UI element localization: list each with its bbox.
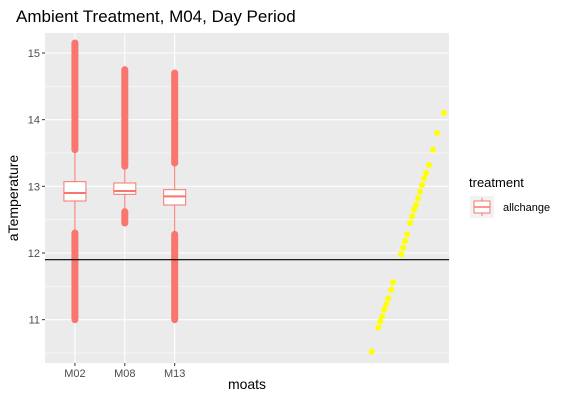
scatter-point	[368, 348, 375, 355]
box-iqr	[113, 182, 137, 195]
scatter-point	[402, 238, 409, 244]
scatter-point	[385, 295, 392, 302]
x-axis: M02 M08 M13	[64, 363, 185, 380]
scatter-point	[421, 175, 428, 182]
y-tick-label: 12	[28, 248, 40, 260]
chart-title: Ambient Treatment, M04, Day Period	[16, 7, 296, 26]
scatter-point	[409, 213, 416, 220]
legend-key-boxplot-icon	[473, 198, 491, 216]
scatter-series	[368, 110, 448, 355]
boxplot-m13	[163, 69, 187, 324]
box-iqr	[163, 189, 187, 206]
scatter-point	[419, 182, 426, 188]
scatter-point	[441, 110, 448, 116]
boxplots	[63, 39, 187, 324]
scatter-point	[379, 313, 386, 320]
scatter-point	[426, 162, 433, 168]
scatter-point	[415, 195, 422, 202]
legend: treatment allchange	[469, 175, 550, 218]
scatter-point	[398, 251, 405, 258]
x-axis-title: moats	[228, 376, 266, 392]
scatter-point	[390, 279, 397, 286]
y-tick-label: 14	[28, 115, 40, 127]
y-axis: 11 12 13 14 15	[28, 48, 45, 327]
scatter-point	[400, 244, 407, 251]
legend-title: treatment	[469, 175, 524, 190]
scatter-point	[411, 206, 418, 213]
legend-entry-label: allchange	[503, 202, 550, 214]
scatter-point	[407, 220, 414, 226]
scatter-point	[375, 324, 382, 331]
scatter-point	[383, 301, 390, 308]
y-tick-label: 15	[28, 48, 40, 60]
scatter-point	[423, 170, 430, 176]
scatter-point	[430, 146, 437, 153]
scatter-point	[404, 231, 411, 238]
scatter-point	[377, 318, 384, 325]
boxplot-m08	[113, 66, 137, 227]
boxplot-m02	[63, 39, 87, 324]
scatter-point	[434, 130, 441, 136]
y-tick-label: 11	[29, 315, 40, 327]
scatter-point	[413, 202, 420, 208]
x-tick-label: M08	[114, 368, 135, 380]
scatter-point	[381, 306, 388, 313]
x-tick-label: M13	[164, 368, 185, 380]
scatter-point	[388, 286, 395, 293]
y-axis-title: aTemperature	[5, 155, 21, 242]
box-iqr	[63, 181, 87, 202]
y-tick-label: 13	[28, 181, 40, 193]
scatter-point	[417, 188, 424, 195]
x-tick-label: M02	[64, 368, 85, 380]
plot-panel	[45, 33, 449, 363]
